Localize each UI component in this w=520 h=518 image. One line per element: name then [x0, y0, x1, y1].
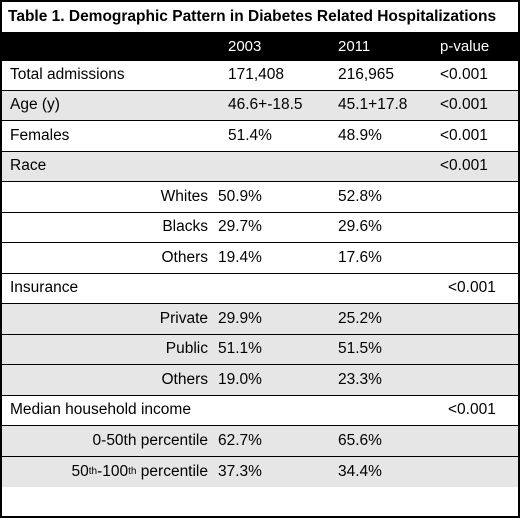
row-race-others: Others 19.4% 17.6%	[2, 243, 518, 274]
value-2011: 52.8%	[338, 187, 382, 205]
row-sublabel: Others	[161, 248, 208, 266]
header-2011: 2011	[338, 38, 371, 55]
value-2011: 51.5%	[338, 340, 382, 358]
value-2011: 23.3%	[338, 370, 382, 388]
table-title: Table 1. Demographic Pattern in Diabetes…	[2, 2, 518, 33]
label-part: percentile	[136, 462, 208, 480]
p-value: <0.001	[448, 279, 496, 297]
value-2003: 19.4%	[218, 248, 262, 266]
row-sublabel: Blacks	[162, 218, 208, 236]
row-label: Total admissions	[10, 66, 125, 84]
row-label: Median household income	[10, 401, 191, 419]
row-label: Females	[10, 126, 70, 144]
row-total-admissions: Total admissions 171,408 216,965 <0.001	[2, 60, 518, 91]
value-2003: 51.1%	[218, 340, 262, 358]
row-race: Race <0.001	[2, 151, 518, 182]
row-whites: Whites 50.9% 52.8%	[2, 182, 518, 213]
value-2011: 216,965	[338, 66, 395, 84]
value-2003: 51.4%	[228, 126, 272, 144]
value-2003: 19.0%	[218, 370, 262, 388]
value-2003: 29.7%	[218, 218, 262, 236]
value-2003: 29.9%	[218, 309, 262, 327]
p-value: <0.001	[440, 157, 488, 175]
row-median-income: Median household income <0.001	[2, 395, 518, 426]
row-sublabel: Public	[165, 340, 208, 358]
value-2011: 45.1+17.8	[338, 96, 408, 114]
label-part: -100	[97, 462, 129, 480]
value-2011: 34.4%	[338, 462, 382, 480]
row-blacks: Blacks 29.7% 29.6%	[2, 212, 518, 243]
row-insurance-others: Others 19.0% 23.3%	[2, 365, 518, 396]
row-label: Insurance	[10, 279, 79, 297]
label-part: 50	[71, 462, 89, 480]
value-2003: 62.7%	[218, 431, 262, 449]
header-p-value: p-value	[440, 38, 490, 55]
p-value: <0.001	[440, 96, 488, 114]
p-value: <0.001	[440, 66, 488, 84]
row-sublabel: Others	[161, 370, 208, 388]
value-2011: 29.6%	[338, 218, 382, 236]
row-private: Private 29.9% 25.2%	[2, 304, 518, 335]
header-2003: 2003	[228, 38, 262, 55]
row-females: Females 51.4% 48.9% <0.001	[2, 121, 518, 152]
row-label: Race	[10, 157, 47, 175]
row-sublabel: Private	[159, 309, 208, 327]
value-2011: 25.2%	[338, 309, 382, 327]
row-percentile-0-50: 0-50th percentile 62.7% 65.6%	[2, 426, 518, 457]
value-2003: 37.3%	[218, 462, 262, 480]
table-header-row: 2003 2011 p-value	[2, 33, 518, 60]
value-2003: 46.6+-18.5	[228, 96, 303, 114]
value-2003: 50.9%	[218, 187, 262, 205]
p-value: <0.001	[448, 401, 496, 419]
value-2011: 65.6%	[338, 431, 382, 449]
p-value: <0.001	[440, 126, 488, 144]
row-sublabel: Whites	[160, 187, 208, 205]
row-sublabel: 0-50th percentile	[92, 431, 208, 449]
row-public: Public 51.1% 51.5%	[2, 334, 518, 365]
value-2003: 171,408	[228, 66, 285, 84]
row-age: Age (y) 46.6+-18.5 45.1+17.8 <0.001	[2, 90, 518, 121]
row-label: Age (y)	[10, 96, 60, 114]
value-2011: 48.9%	[338, 126, 382, 144]
value-2011: 17.6%	[338, 248, 382, 266]
row-insurance: Insurance <0.001	[2, 273, 518, 304]
